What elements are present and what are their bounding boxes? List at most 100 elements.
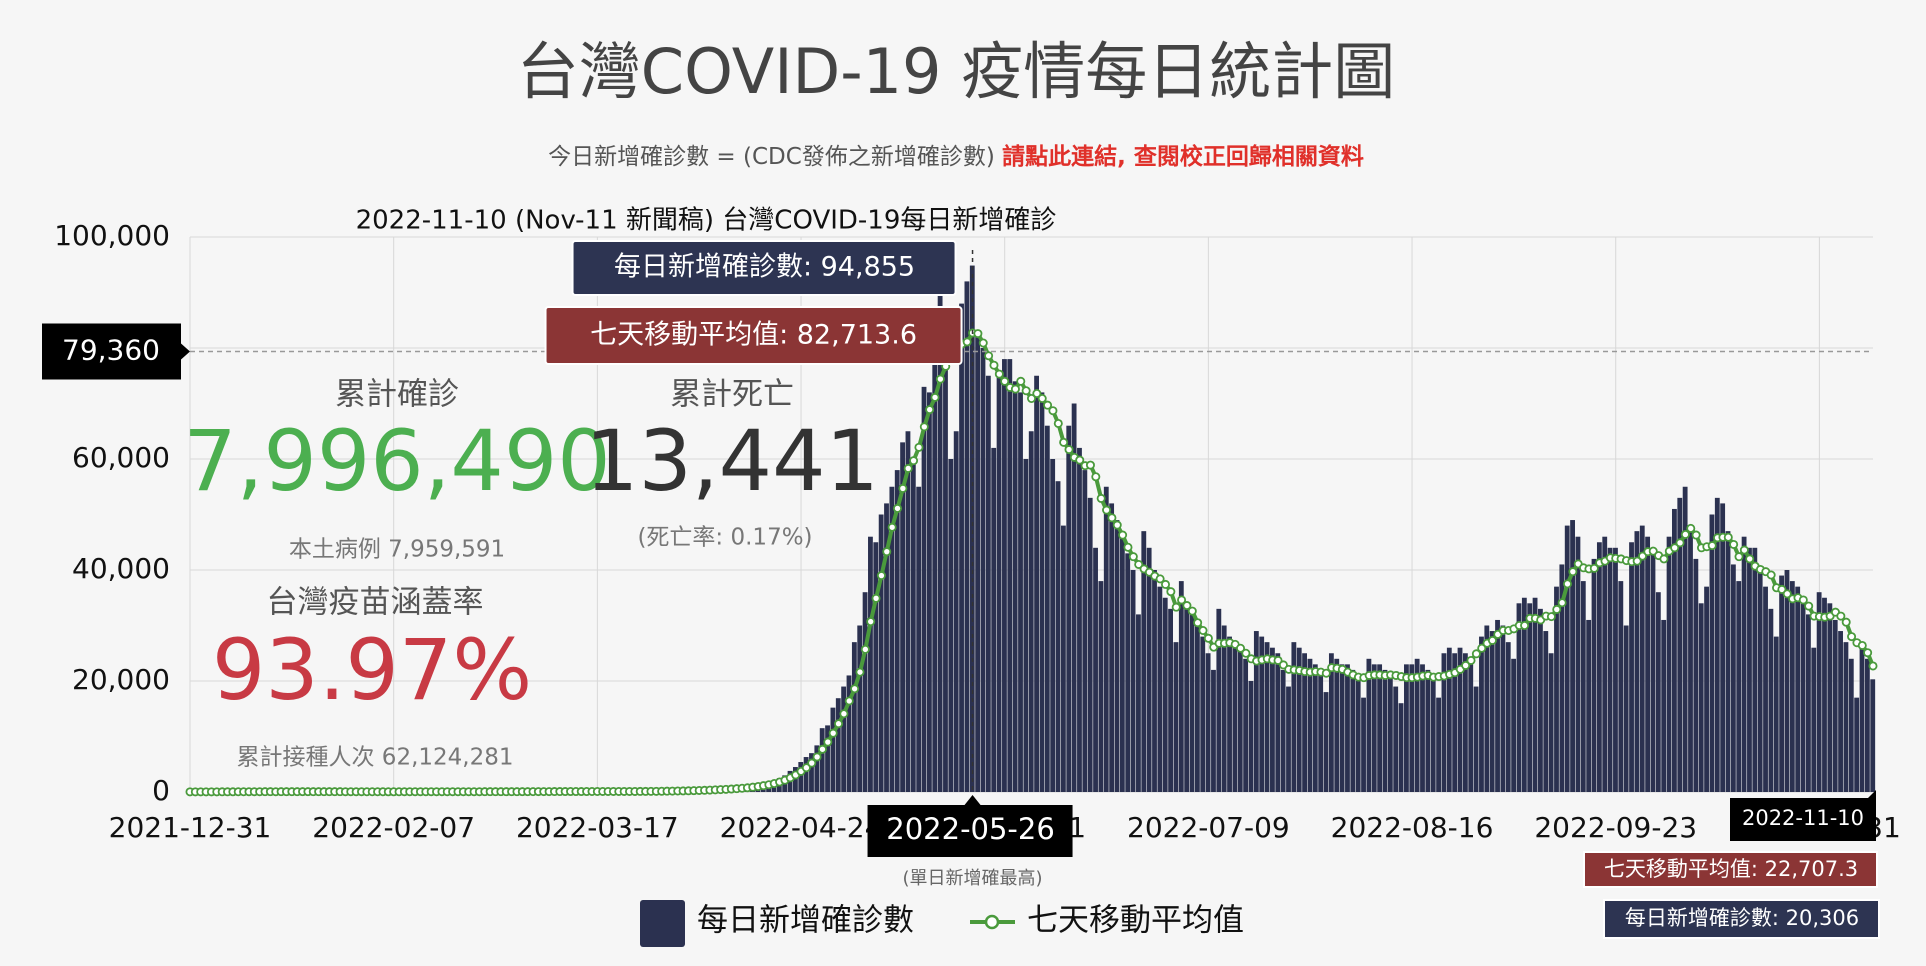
bar (1190, 614, 1195, 792)
subtitle-link[interactable]: 請點此連結, 查閱校正回歸相關資料 (1002, 143, 1364, 170)
line-marker (830, 730, 837, 737)
bar (1098, 581, 1103, 792)
legend-label: 每日新增確診數 (697, 903, 914, 939)
line-marker (851, 685, 858, 692)
bar (873, 542, 878, 792)
bar (1860, 648, 1865, 792)
bar (1645, 537, 1650, 792)
bar (954, 431, 959, 792)
bar (1849, 659, 1854, 792)
bar (1200, 637, 1205, 792)
line-marker (1569, 568, 1576, 575)
bar (1399, 703, 1404, 792)
line-marker (1768, 571, 1775, 578)
bar (1082, 470, 1087, 792)
line-marker (899, 485, 906, 492)
bar (1109, 503, 1114, 792)
bar (1640, 526, 1645, 792)
bar (1774, 637, 1779, 792)
bar (1104, 487, 1109, 792)
bar (1377, 664, 1382, 792)
bar (1747, 548, 1752, 792)
bar (1870, 679, 1875, 792)
tooltip-note: (單日新增確最高) (903, 868, 1043, 889)
x-tick-label: 2022-03-17 (516, 811, 679, 844)
stat-note: 累計接種人次 62,124,281 (237, 745, 514, 771)
bar (1570, 520, 1575, 792)
line-marker (1746, 555, 1753, 562)
bar (1634, 531, 1639, 792)
bar (911, 459, 916, 792)
bar (1758, 570, 1763, 792)
bar (1232, 642, 1237, 792)
bar (1184, 603, 1189, 792)
line-marker (1725, 534, 1732, 541)
line-marker (1843, 619, 1850, 626)
line-marker (1103, 506, 1110, 513)
bar (1726, 531, 1731, 792)
bar (1763, 587, 1768, 792)
line-marker (840, 710, 847, 717)
bar (1077, 448, 1082, 792)
bar (1318, 675, 1323, 792)
stat-value: 93.97% (212, 621, 532, 719)
bar (1061, 526, 1066, 792)
bar (1795, 587, 1800, 792)
bar (1345, 664, 1350, 792)
line-marker (1001, 378, 1008, 385)
bar (1249, 681, 1254, 792)
line-marker (856, 669, 863, 676)
bar (1500, 626, 1505, 793)
bar (1275, 653, 1280, 792)
bar (1313, 664, 1318, 792)
bar (1495, 620, 1500, 792)
line-marker (1162, 581, 1169, 588)
bar (1661, 620, 1666, 792)
bar (1576, 537, 1581, 792)
bar (1211, 670, 1216, 792)
bar (1543, 631, 1548, 792)
line-marker (1173, 604, 1180, 611)
bar (1243, 659, 1248, 792)
bar (1045, 426, 1050, 792)
bar (1431, 681, 1436, 792)
bar (1115, 520, 1120, 792)
bar (1136, 614, 1141, 792)
bar (1811, 648, 1816, 792)
bar (1050, 459, 1055, 792)
bar (1120, 537, 1125, 792)
bar (1420, 664, 1425, 792)
bar (932, 359, 937, 792)
bar (1286, 687, 1291, 792)
bar (1463, 653, 1468, 792)
bar (1704, 587, 1709, 792)
bar (1018, 392, 1023, 792)
line-marker (1130, 553, 1137, 560)
line-marker (872, 595, 879, 602)
bar (1838, 631, 1843, 792)
line-marker (1039, 395, 1046, 402)
bar (1629, 542, 1634, 792)
bar (1667, 537, 1672, 792)
bar (1265, 642, 1270, 792)
bar (1040, 392, 1045, 792)
legend-label: 七天移動平均值 (1027, 903, 1244, 939)
stat-note: (死亡率: 0.17%) (637, 525, 812, 551)
bar (1227, 637, 1232, 792)
x-tick-label: 2022-02-07 (312, 811, 475, 844)
line-marker (1805, 602, 1812, 609)
bar (1324, 692, 1329, 792)
line-marker (1735, 553, 1742, 560)
bar (1865, 659, 1870, 792)
bar (1206, 653, 1211, 792)
line-marker (990, 362, 997, 369)
line-marker (889, 524, 896, 531)
line-marker (867, 618, 874, 625)
line-marker (996, 370, 1003, 377)
line-marker (1687, 525, 1694, 532)
y-tick-label: 100,000 (54, 219, 170, 252)
bar (975, 337, 980, 792)
bar (1565, 526, 1570, 792)
bar (1147, 548, 1152, 792)
